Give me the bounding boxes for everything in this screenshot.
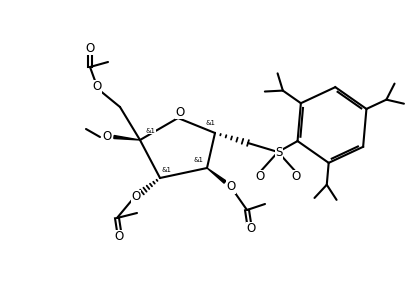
Text: S: S	[276, 147, 283, 160]
Text: O: O	[176, 105, 185, 118]
Text: &1: &1	[194, 157, 204, 163]
Polygon shape	[114, 136, 140, 140]
Text: O: O	[226, 181, 236, 194]
Text: O: O	[131, 190, 141, 204]
Text: &1: &1	[205, 120, 215, 126]
Text: O: O	[92, 81, 102, 94]
Text: O: O	[114, 230, 123, 243]
Text: O: O	[85, 41, 94, 54]
Text: O: O	[291, 170, 301, 183]
Text: O: O	[247, 223, 256, 236]
Text: O: O	[102, 130, 112, 143]
Text: &1: &1	[161, 167, 171, 173]
Text: &1: &1	[146, 128, 156, 134]
Polygon shape	[207, 168, 226, 183]
Text: O: O	[255, 170, 265, 183]
